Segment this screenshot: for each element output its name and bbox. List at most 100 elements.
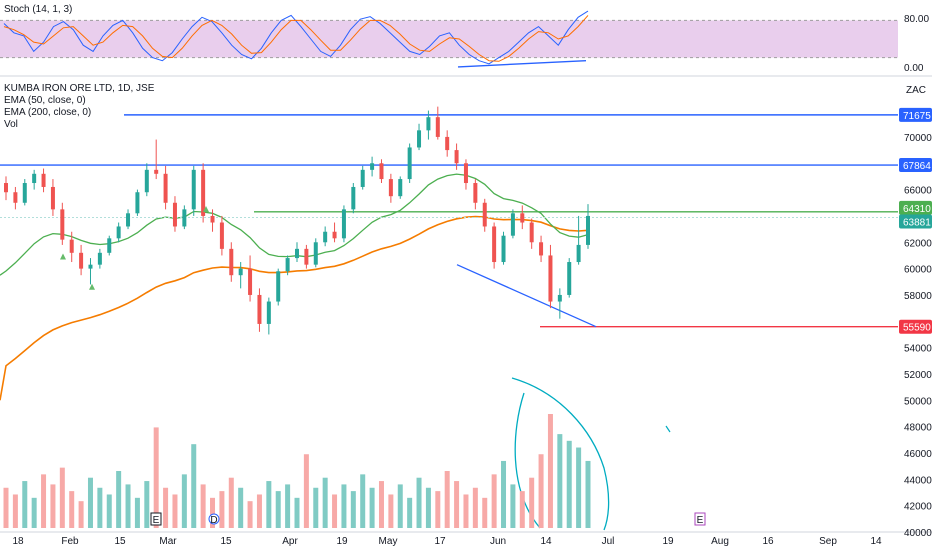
time-tick: 14 [540,536,552,547]
candle-body [586,215,590,245]
volume-bar [407,497,413,528]
candle-body [172,202,177,227]
candle-body [163,173,168,203]
stoch-series-k [3,10,589,65]
candle-body [32,173,37,184]
candle-body [426,117,431,131]
ema50-legend[interactable]: EMA (50, close, 0) [4,95,86,106]
signal-arrow [60,253,66,260]
event-marker-label: E [697,515,704,526]
volume-bar [416,477,422,528]
candle-body [454,150,459,164]
candle-body [238,268,243,276]
earnings-box [694,512,706,526]
volume-bar [3,487,9,528]
annotation-curve-left [514,392,541,529]
candle-body [210,215,215,223]
candle-body [323,231,328,243]
candle-body [529,222,534,243]
candle-body [69,239,74,253]
symbol-legend[interactable]: KUMBA IRON ORE LTD, 1D, JSE [4,83,155,94]
volume-bar [510,484,516,528]
candle-body [144,169,149,193]
volume-bar [425,487,431,528]
price-badge-label: 55590 [903,323,931,334]
annotation-tick [665,425,671,433]
volume-bar [294,497,300,528]
volume-bar [266,481,272,528]
price-badge-bg [899,214,932,229]
time-tick: 15 [114,536,126,547]
volume-bar [388,494,394,528]
time-tick: 18 [12,536,24,547]
candle-body [557,294,562,302]
volume-bar [163,487,169,528]
price-tick: 44000 [904,475,932,486]
candle-body [266,301,271,324]
volume-bar [238,487,244,528]
volume-bar [585,460,591,528]
volume-bar [482,497,488,528]
volume-bar [313,487,319,528]
candle-body [22,183,27,203]
volume-bar [69,491,75,528]
time-tick: Jul [602,536,615,547]
time-tick: May [379,536,398,547]
event-marker: E [150,512,162,526]
candle-body [304,248,309,265]
volume-bar [397,484,403,528]
volume-bar [153,427,159,528]
candle-body [360,169,365,187]
candle-body [492,226,497,263]
volume-bar [557,434,563,528]
candle-body [50,186,55,210]
candle-body [539,242,544,256]
candle-body [435,117,440,137]
candle-body [501,235,506,263]
volume-bar [501,460,507,528]
volume-bar [50,484,56,528]
volume-bar [228,477,234,528]
price-badge-bg [899,158,932,173]
candle-body [313,242,318,265]
price-badge-label: 67864 [903,161,931,172]
ema200-legend[interactable]: EMA (200, close, 0) [4,107,91,118]
volume-bar [22,481,28,528]
volume-bar [172,494,178,528]
volume-bar [59,467,65,528]
event-marker-label: D [210,515,217,526]
candle-body [4,183,8,193]
candle-body [548,255,553,302]
price-badge-label: 64310 [903,204,931,215]
candle-body [107,238,112,253]
event-marker-label: E [153,515,160,526]
volume-bar [256,494,262,528]
candle-body [295,248,299,259]
price-tick: 46000 [904,449,932,460]
price-tick: 70000 [904,133,932,144]
price-tick: 52000 [904,370,932,381]
volume-bar [219,491,225,528]
time-tick: 16 [762,536,774,547]
vol-legend[interactable]: Vol [4,119,18,130]
volume-bar [538,454,544,528]
time-tick: Apr [282,536,298,547]
ema200-line [0,215,589,401]
candle-body [332,231,337,239]
signal-arrow [203,206,209,213]
candle-body [379,163,384,180]
candle-body [116,226,121,239]
volume-bar [463,494,469,528]
candle-body [463,163,468,184]
candle-body [510,213,515,236]
volume-bar [529,477,535,528]
volume-bar [247,501,253,528]
volume-bar [210,497,216,528]
time-tick: Sep [819,536,837,547]
candle-body [154,169,159,174]
stochastic-pane [0,10,932,77]
time-tick: 14 [870,536,882,547]
volume-bar [454,481,460,528]
